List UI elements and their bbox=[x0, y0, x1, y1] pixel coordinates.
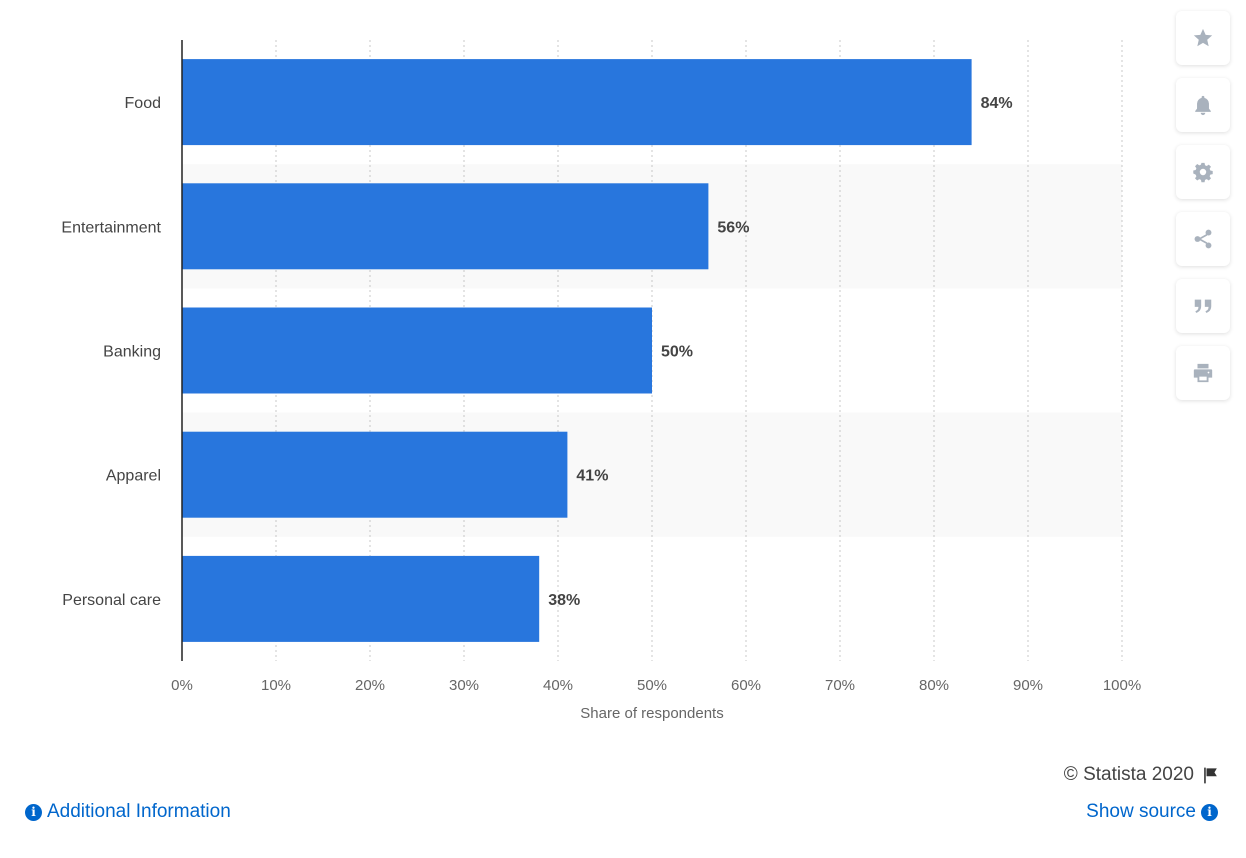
print-button[interactable] bbox=[1176, 346, 1230, 400]
show-source-label: Show source bbox=[1086, 801, 1196, 822]
category-label: Banking bbox=[103, 344, 161, 361]
share-button[interactable] bbox=[1176, 212, 1230, 266]
category-label: Entertainment bbox=[61, 219, 161, 236]
value-label: 56% bbox=[717, 219, 749, 236]
category-label: Food bbox=[125, 95, 161, 112]
info-icon: i bbox=[1201, 803, 1218, 821]
bar[interactable] bbox=[182, 431, 568, 518]
settings-button[interactable] bbox=[1176, 145, 1230, 199]
category-labels: Food Entertainment Banking Apparel Personal … bbox=[61, 95, 161, 609]
bell-icon bbox=[1195, 95, 1211, 116]
bar-chart: Food Entertainment Banking Apparel Personal … bbox=[61, 40, 1141, 722]
value-label: 41% bbox=[576, 468, 608, 485]
share-icon bbox=[1194, 229, 1212, 249]
x-axis-title: Share of respondents bbox=[580, 705, 723, 722]
value-label: 50% bbox=[661, 344, 693, 361]
additional-information-label: Additional Information bbox=[47, 801, 231, 822]
print-icon bbox=[1193, 363, 1213, 383]
additional-information-link[interactable]: i Additional Information bbox=[25, 801, 231, 823]
x-tick-label: 10% bbox=[261, 677, 291, 694]
x-tick-label: 100% bbox=[1103, 677, 1141, 694]
x-tick-label: 30% bbox=[449, 677, 479, 694]
category-label: Apparel bbox=[106, 468, 161, 485]
toolbar bbox=[1176, 11, 1230, 413]
x-tick-label: 0% bbox=[171, 677, 193, 694]
value-label: 38% bbox=[548, 592, 580, 609]
credit-text: © Statista 2020 bbox=[1063, 764, 1194, 785]
x-tick-label: 40% bbox=[543, 677, 573, 694]
show-source-link[interactable]: Show source i bbox=[1086, 801, 1218, 823]
x-tick-label: 70% bbox=[825, 677, 855, 694]
x-tick-label: 90% bbox=[1013, 677, 1043, 694]
info-icon: i bbox=[25, 803, 42, 821]
x-tick-label: 60% bbox=[731, 677, 761, 694]
bars-layer bbox=[182, 59, 972, 642]
bar[interactable] bbox=[182, 555, 540, 642]
x-tick-label: 80% bbox=[919, 677, 949, 694]
value-labels: 84% 56% 50% 41% 38% bbox=[548, 95, 1012, 609]
value-label: 84% bbox=[981, 95, 1013, 112]
cite-button[interactable] bbox=[1176, 279, 1230, 333]
bar[interactable] bbox=[182, 59, 972, 146]
category-label: Personal care bbox=[62, 592, 161, 609]
bar[interactable] bbox=[182, 183, 709, 270]
flag-icon[interactable] bbox=[1201, 766, 1220, 785]
x-tick-label: 20% bbox=[355, 677, 385, 694]
bar[interactable] bbox=[182, 307, 652, 394]
x-tick-labels: 0% 10% 20% 30% 40% 50% 60% 70% 80% 90% 100% bbox=[171, 677, 1141, 694]
x-tick-label: 50% bbox=[637, 677, 667, 694]
gear-icon bbox=[1193, 162, 1213, 183]
favorite-button[interactable] bbox=[1176, 11, 1230, 65]
notification-button[interactable] bbox=[1176, 78, 1230, 132]
copyright-credit: © Statista 2020 bbox=[1064, 764, 1220, 786]
quote-icon bbox=[1194, 299, 1212, 313]
star-icon bbox=[1193, 28, 1213, 47]
